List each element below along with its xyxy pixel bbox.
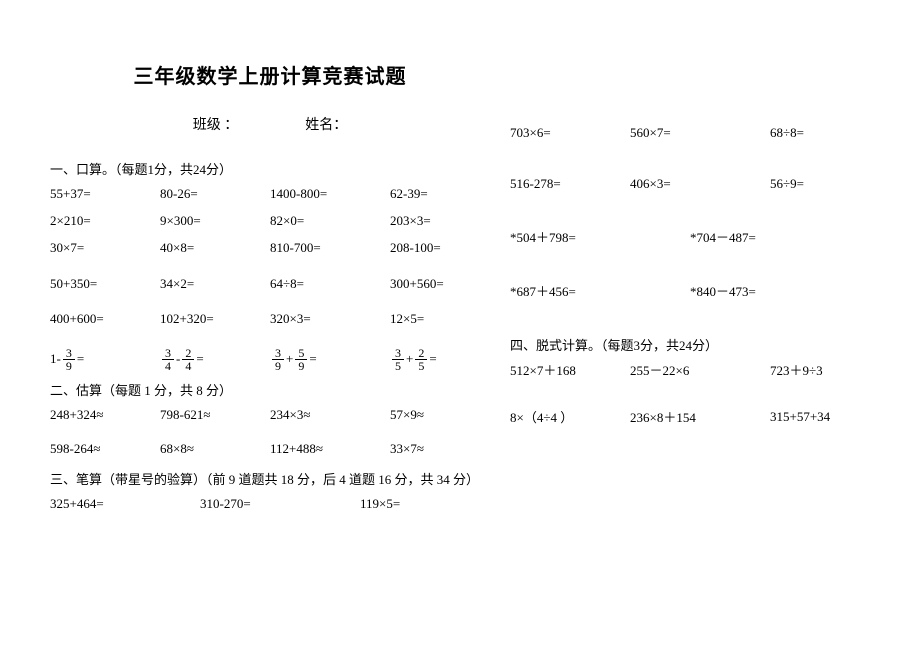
problem-row: 8×（4÷4 ）236×8＋154315+57+34 — [510, 407, 870, 426]
problem-cell: 12×5= — [390, 311, 490, 327]
problem-cell: 50+350= — [50, 276, 160, 292]
problem-row: 30×7=40×8=810-700=208-100= — [50, 238, 490, 258]
problem-row: *687＋456=*840－473= — [510, 281, 870, 300]
problem-cell: 236×8＋154 — [630, 407, 770, 426]
problem-cell: 255－22×6 — [630, 360, 770, 379]
problem-row: 598-264≈68×8≈112+488≈33×7≈ — [50, 439, 490, 459]
problem-cell: 248+324≈ — [50, 407, 160, 423]
section-3-heading: 三、笔算（带星号的验算）（前 9 道题共 18 分，后 4 道题 16 分，共 … — [50, 469, 490, 488]
problem-cell: 82×0= — [270, 213, 390, 229]
problem-cell: 55+37= — [50, 186, 160, 202]
name-label: 姓名： — [305, 118, 347, 133]
problem-row: 50+350=34×2=64÷8=300+560= — [50, 270, 490, 298]
problem-cell: 208-100= — [390, 240, 490, 256]
problem-row: 55+37=80-26=1400-800=62-39= — [50, 184, 490, 204]
problem-cell: 68×8≈ — [160, 441, 270, 457]
problem-cell: 703×6= — [510, 125, 630, 141]
problem-row: *504＋798=*704－487= — [510, 227, 870, 246]
problem-cell: 8×（4÷4 ） — [510, 407, 630, 426]
problem-cell: 119×5= — [360, 496, 480, 512]
problem-row: 325+464=310-270=119×5= — [50, 494, 490, 514]
problem-row: 248+324≈798-621≈234×3≈57×9≈ — [50, 405, 490, 425]
problem-cell: 68÷8= — [770, 125, 870, 141]
problem-cell: 62-39= — [390, 186, 490, 202]
problem-row: 400+600=102+320=320×3=12×5= — [50, 305, 490, 333]
section-1-heading: 一、口算。（每题1分，共24分） — [50, 159, 490, 178]
problem-cell: 512×7＋168 — [510, 360, 630, 379]
problem-cell: 320×3= — [270, 311, 390, 327]
exam-title: 三年级数学上册计算竞赛试题 — [50, 60, 490, 89]
problem-cell: 810-700= — [270, 240, 390, 256]
problem-cell: 57×9≈ — [390, 407, 490, 423]
fraction: 34 — [162, 347, 174, 372]
problem-cell: 723＋9÷3 — [770, 360, 870, 379]
problem-cell: 315+57+34 — [770, 407, 870, 426]
problem-cell: 406×3= — [630, 176, 770, 192]
problem-cell: 1400-800= — [270, 186, 390, 202]
problem-cell: 56÷9= — [770, 176, 870, 192]
problem-row: 2×210=9×300=82×0=203×3= — [50, 211, 490, 231]
problem-cell: 400+600= — [50, 311, 160, 327]
problem-row: 516-278=406×3=56÷9= — [510, 176, 870, 192]
problem-cell: 40×8= — [160, 240, 270, 256]
fraction: 24 — [182, 347, 194, 372]
problem-cell: 35+25= — [390, 347, 490, 372]
problem-row: 703×6=560×7=68÷8= — [510, 125, 870, 141]
problem-cell: 798-621≈ — [160, 407, 270, 423]
class-label: 班级 ： — [193, 118, 239, 133]
section-4-heading: 四、脱式计算。（每题3分，共24分） — [510, 335, 870, 354]
problem-cell: 39+59= — [270, 347, 390, 372]
problem-cell: 64÷8= — [270, 276, 390, 292]
problem-cell: 1-39= — [50, 347, 160, 372]
problem-cell: *687＋456= — [510, 281, 690, 300]
fraction: 25 — [415, 347, 427, 372]
problem-cell: 2×210= — [50, 213, 160, 229]
problem-cell: 102+320= — [160, 311, 270, 327]
problem-cell: 300+560= — [390, 276, 490, 292]
problem-cell: 112+488≈ — [270, 441, 390, 457]
problem-cell: *840－473= — [690, 281, 870, 300]
problem-cell: 34×2= — [160, 276, 270, 292]
problem-cell: 80-26= — [160, 186, 270, 202]
fraction: 59 — [295, 347, 307, 372]
problem-cell: 30×7= — [50, 240, 160, 256]
problem-cell: *704－487= — [690, 227, 870, 246]
problem-cell: 325+464= — [50, 496, 200, 512]
section-2-heading: 二、估算（每题 1 分，共 8 分） — [50, 380, 490, 399]
student-info: 班级 ： 姓名： — [50, 114, 490, 134]
problem-cell: 310-270= — [200, 496, 360, 512]
problem-cell: 560×7= — [630, 125, 770, 141]
problem-row: 1-39=34-24=39+59=35+25= — [50, 345, 490, 373]
problem-cell: 34-24= — [160, 347, 270, 372]
fraction: 35 — [392, 347, 404, 372]
problem-row: 512×7＋168255－22×6723＋9÷3 — [510, 360, 870, 379]
fraction: 39 — [63, 347, 75, 372]
problem-cell: 33×7≈ — [390, 441, 490, 457]
problem-cell: 234×3≈ — [270, 407, 390, 423]
problem-cell: 516-278= — [510, 176, 630, 192]
fraction: 39 — [272, 347, 284, 372]
problem-cell: 203×3= — [390, 213, 490, 229]
problem-cell: 598-264≈ — [50, 441, 160, 457]
problem-cell: *504＋798= — [510, 227, 690, 246]
problem-cell: 9×300= — [160, 213, 270, 229]
